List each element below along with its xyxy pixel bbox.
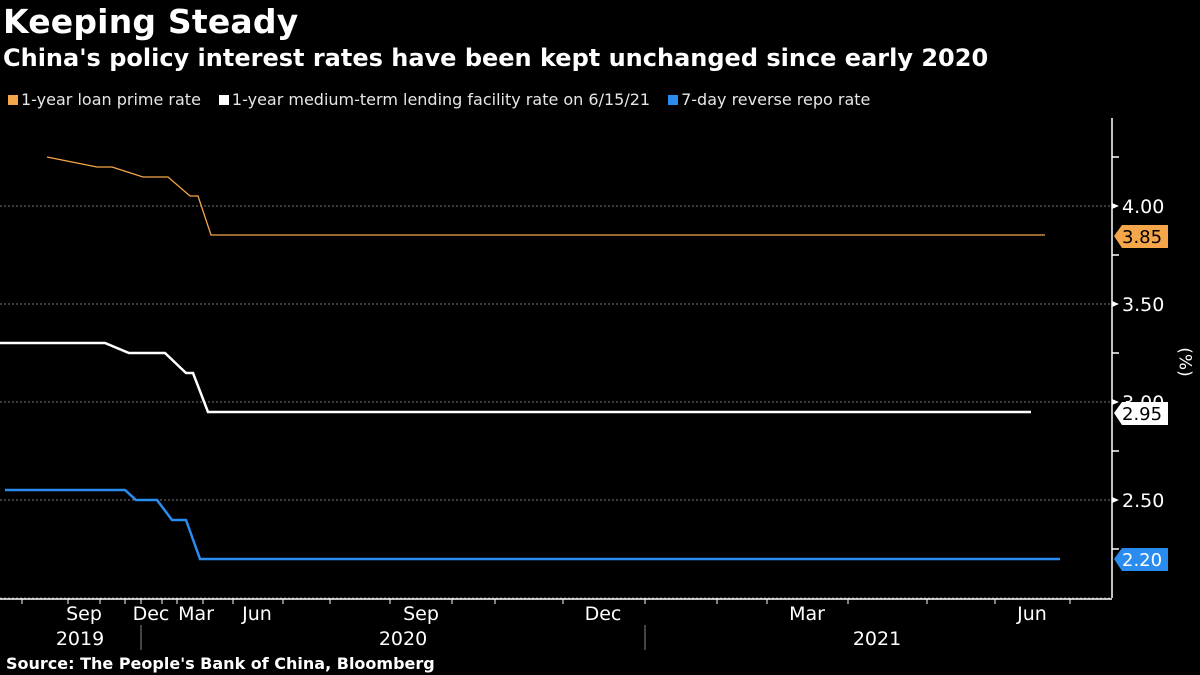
x-year-label: 2019 (56, 628, 104, 650)
legend-label: 1-year loan prime rate (21, 90, 201, 109)
series-line-repo (5, 488, 1060, 561)
x-tick-label: Sep (66, 603, 102, 625)
last-value-tag-lpr: 3.85 (1114, 225, 1168, 248)
series-line-mlf (0, 341, 1031, 414)
orange-square-icon (8, 94, 18, 105)
x-year-label: 2020 (379, 628, 427, 650)
x-tick-label: Mar (789, 603, 825, 625)
legend-item-lpr: 1-year loan prime rate (8, 90, 201, 109)
legend: 1-year loan prime rate 1-year medium-ter… (8, 90, 870, 109)
y-tick-label: 3.50 (1122, 294, 1164, 316)
x-tick-label: Jun (241, 603, 272, 625)
legend-item-repo: 7-day reverse repo rate (668, 90, 870, 109)
series-line-lpr (46, 156, 1045, 236)
chart-subtitle: China's policy interest rates have been … (3, 44, 989, 72)
white-square-icon (218, 94, 229, 105)
x-tick-label: Mar (178, 603, 214, 625)
last-value-tag-mlf: 2.95 (1114, 402, 1168, 425)
last-value-mlf: 2.95 (1122, 404, 1162, 425)
y-tick-label: 2.50 (1122, 490, 1164, 512)
y-axis: 4.00 3.50 3.00 2.50 (1111, 118, 1164, 598)
blue-square-icon (668, 94, 679, 105)
chart-title: Keeping Steady (3, 2, 299, 41)
gridlines (0, 205, 1112, 599)
legend-item-mlf: 1-year medium-term lending facility rate… (218, 90, 651, 109)
last-value-repo: 2.20 (1122, 550, 1162, 571)
legend-label: 7-day reverse repo rate (681, 90, 871, 109)
x-year-label: 2021 (853, 628, 901, 650)
x-tick-label: Jun (1016, 603, 1047, 625)
x-tick-label: Dec (133, 603, 170, 625)
last-value-lpr: 3.85 (1122, 227, 1162, 248)
y-axis-label: (%) (1174, 347, 1195, 377)
x-tick-label: Dec (585, 603, 622, 625)
last-value-tag-repo: 2.20 (1114, 548, 1168, 571)
x-tick-label: Sep (403, 603, 439, 625)
source-note: Source: The People's Bank of China, Bloo… (6, 654, 435, 673)
x-axis: Sep Dec Mar Jun Sep Dec Mar Jun 2019 202… (0, 598, 1112, 650)
y-tick-label: 4.00 (1122, 196, 1164, 218)
legend-label: 1-year medium-term lending facility rate… (231, 90, 651, 109)
